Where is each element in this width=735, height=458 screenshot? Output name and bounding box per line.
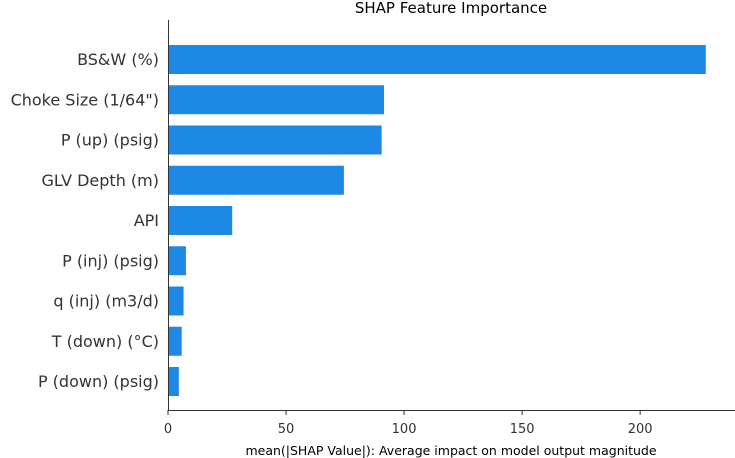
x-tick-label: 200: [628, 422, 653, 437]
y-tick-label: T (down) (°C): [51, 332, 159, 351]
y-tick-label: q (inj) (m3/d): [53, 292, 159, 311]
y-tick-label: API: [134, 211, 159, 230]
x-tick-label: 100: [392, 422, 417, 437]
x-tick-label: 150: [510, 422, 535, 437]
bar-t-down-c: [168, 326, 182, 356]
y-tick-label: P (up) (psig): [61, 131, 159, 150]
x-axis-label: mean(|SHAP Value|): Average impact on mo…: [245, 443, 656, 458]
y-tick-labels: BS&W (%) Choke Size (1/64") P (up) (psig) G…: [11, 50, 159, 391]
bar-p-down-psig: [168, 367, 179, 396]
bar-bs-w: [168, 45, 706, 74]
y-tick-label: P (inj) (psig): [62, 251, 159, 270]
y-tick-label: BS&W (%): [77, 50, 159, 69]
x-ticks: 0 50 100 150 200: [164, 410, 653, 437]
x-tick-label: 0: [164, 422, 172, 437]
bar-choke-size-1-64: [168, 85, 385, 115]
bar-p-inj-psig: [168, 246, 186, 276]
bar-p-up-psig: [168, 125, 382, 155]
bar-q-inj-m3-d: [168, 286, 184, 316]
bar-api: [168, 206, 233, 235]
bar-glv-depth-m: [168, 165, 344, 195]
y-tick-label: GLV Depth (m): [42, 171, 159, 190]
x-tick-label: 50: [278, 422, 295, 437]
bars-group: [168, 45, 706, 396]
y-tick-label: P (down) (psig): [38, 372, 159, 391]
chart-title: SHAP Feature Importance: [355, 0, 547, 17]
y-tick-label: Choke Size (1/64"): [11, 90, 159, 109]
